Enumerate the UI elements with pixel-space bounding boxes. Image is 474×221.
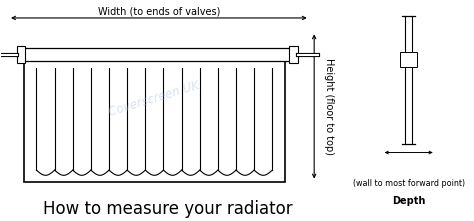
Bar [24, 61, 285, 181]
Text: Depth: Depth [392, 196, 425, 206]
Text: Height (floor to top): Height (floor to top) [324, 58, 334, 155]
Bar [24, 48, 292, 61]
Bar [17, 46, 25, 63]
Bar [400, 52, 417, 67]
Bar [290, 46, 298, 63]
Text: How to measure your radiator: How to measure your radiator [43, 200, 293, 218]
Text: (wall to most forward point): (wall to most forward point) [353, 179, 465, 189]
Text: Width (to ends of valves): Width (to ends of valves) [98, 7, 220, 17]
Text: Coverscreen UK: Coverscreen UK [108, 79, 201, 119]
